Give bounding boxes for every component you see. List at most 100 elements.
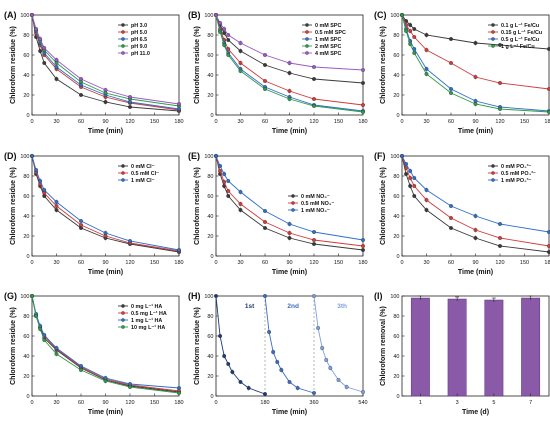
data-point — [177, 386, 181, 390]
data-point — [287, 71, 292, 75]
data-point — [214, 13, 218, 17]
y-tick-label: 0 — [396, 113, 399, 119]
plot-frame — [215, 295, 364, 397]
x-tick-label: 150 — [150, 260, 159, 266]
data-point — [312, 294, 316, 298]
y-tick-label: 20 — [393, 93, 399, 99]
legend-marker — [121, 178, 125, 182]
y-tick-label: 0 — [210, 394, 213, 400]
y-tick-label: 100 — [204, 13, 213, 19]
data-point — [328, 366, 333, 370]
y-axis-label: Chloroform residue (%) — [380, 167, 387, 245]
data-point — [218, 169, 223, 173]
x-tick-label: 120 — [495, 119, 504, 125]
cycle-label: 1st — [245, 303, 255, 310]
data-point — [361, 110, 365, 114]
x-tick-label: 0 — [214, 119, 217, 125]
y-tick-label: 60 — [207, 53, 213, 59]
x-tick-label: 30 — [53, 119, 59, 125]
data-point — [230, 370, 235, 374]
y-tick-label: 40 — [393, 354, 399, 360]
data-point — [218, 21, 223, 25]
data-point — [408, 176, 413, 180]
data-point — [312, 230, 316, 234]
data-point — [408, 29, 413, 33]
data-point — [79, 93, 83, 97]
legend-entry: 10 mg L⁻¹ HA — [131, 325, 165, 331]
x-tick-label: 180 — [358, 119, 367, 125]
x-tick-label: 180 — [544, 119, 550, 125]
data-point — [404, 172, 409, 176]
legend-marker — [121, 44, 125, 48]
data-point — [54, 200, 59, 204]
data-point — [412, 194, 417, 198]
legend-entry: 0.5 mM SPC — [315, 30, 346, 36]
x-tick-label: 180 — [174, 260, 183, 266]
data-point — [361, 390, 365, 394]
x-tick-label: 60 — [78, 260, 84, 266]
bar — [410, 297, 430, 397]
data-point — [424, 188, 429, 192]
legend-marker — [305, 37, 309, 41]
legend-marker — [491, 44, 495, 48]
data-point — [263, 220, 267, 224]
data-point — [79, 223, 83, 227]
data-point — [361, 103, 365, 107]
legend-marker — [491, 30, 495, 34]
series-line — [215, 295, 266, 395]
data-point — [424, 72, 429, 76]
data-point — [267, 330, 272, 334]
x-axis-label: Time (min) — [458, 128, 493, 135]
data-point — [218, 164, 223, 168]
x-tick-label: 30 — [423, 119, 429, 125]
x-tick-label: 180 — [358, 260, 367, 266]
data-point — [177, 391, 181, 395]
data-point — [424, 198, 429, 202]
data-point — [400, 154, 404, 158]
legend-marker — [121, 325, 125, 329]
legend-entry: pH 3.0 — [131, 23, 147, 29]
data-point — [361, 238, 365, 242]
legend-marker — [305, 30, 309, 34]
data-point — [42, 188, 47, 192]
x-tick-label: 0 — [214, 260, 217, 266]
x-tick-label: 60 — [262, 260, 268, 266]
data-point — [222, 31, 227, 35]
x-tick-label: 30 — [53, 260, 59, 266]
data-point — [128, 239, 132, 243]
legend-marker — [291, 208, 295, 212]
data-point — [400, 13, 404, 17]
data-point — [412, 176, 417, 180]
data-point — [42, 46, 47, 50]
legend-entry: pH 9.0 — [131, 44, 147, 50]
data-point — [222, 172, 227, 176]
panel-label: (H) — [188, 291, 201, 301]
panel-label: (C) — [374, 10, 387, 20]
data-point — [312, 77, 316, 81]
x-tick-label: 150 — [520, 260, 529, 266]
x-tick-label: 180 — [174, 119, 183, 125]
plot-frame — [215, 155, 364, 257]
data-point — [312, 242, 316, 246]
bar — [447, 298, 467, 397]
y-tick-label: 20 — [393, 374, 399, 380]
legend-marker — [121, 51, 125, 55]
y-axis-label: Chloroform residue (%) — [194, 167, 201, 245]
legend-marker — [491, 178, 495, 182]
legend-entry: pH 5.0 — [131, 30, 147, 36]
data-point — [408, 184, 413, 188]
y-tick-label: 80 — [393, 314, 399, 320]
data-point — [103, 379, 108, 383]
x-tick-label: 0 — [30, 260, 33, 266]
legend-entry: 1 mM PO₄³⁻ — [501, 178, 531, 184]
x-tick-label: 150 — [150, 400, 159, 406]
y-tick-label: 80 — [393, 174, 399, 180]
data-point — [412, 27, 417, 31]
panel-5: (E) 0 20 40 60 80 100 Chloroform residue (%) Tim… — [188, 151, 368, 276]
legend-marker — [121, 171, 125, 175]
data-point — [30, 154, 34, 158]
y-tick-label: 100 — [204, 294, 213, 300]
y-tick-label: 80 — [23, 33, 29, 39]
y-tick-label: 0 — [26, 254, 29, 260]
